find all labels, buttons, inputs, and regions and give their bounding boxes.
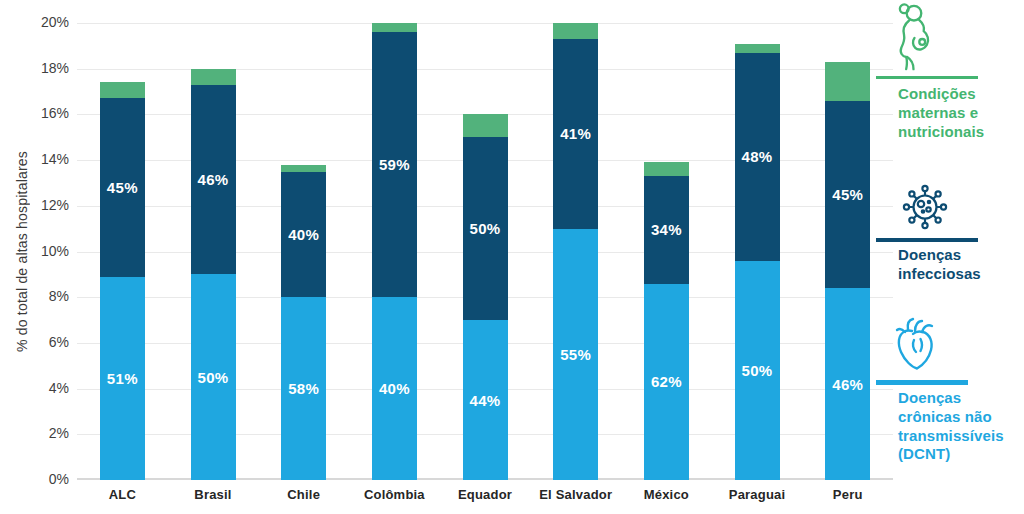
bar-segment: 59% — [372, 32, 417, 297]
y-tick-label: 0% — [7, 471, 69, 487]
y-tick-label: 10% — [7, 243, 69, 259]
bar-segment: 50% — [463, 137, 508, 320]
bar-segment — [644, 162, 689, 176]
bar-segment: 40% — [372, 297, 417, 480]
bar-column: 58%40%Chile — [258, 23, 349, 480]
stacked-bar-Equador: 44%50% — [463, 114, 508, 480]
bar-value-label: 51% — [100, 277, 145, 480]
bar-segment — [463, 114, 508, 137]
bar-segment: 41% — [553, 39, 598, 229]
bar-value-label: 46% — [825, 288, 870, 480]
x-axis-label: Peru — [790, 487, 905, 502]
bar-segment: 46% — [191, 85, 236, 275]
stacked-bar-Brasil: 50%46% — [191, 69, 236, 480]
bar-segment: 40% — [281, 172, 326, 298]
bar-value-label: 50% — [191, 274, 236, 480]
bar-segment — [281, 165, 326, 172]
bar-segment — [191, 69, 236, 85]
stacked-bar-El Salvador: 55%41% — [553, 23, 598, 480]
bar-column: 51%45%ALC — [77, 23, 168, 480]
plot-area: 0%2%4%6%8%10%12%14%16%18%20%51%45%ALC50%… — [77, 23, 893, 480]
bar-segment: 34% — [644, 176, 689, 283]
bar-segment: 50% — [191, 274, 236, 480]
bar-segment: 50% — [735, 261, 780, 480]
y-tick-label: 6% — [7, 334, 69, 350]
bar-column: 46%45%Peru — [802, 23, 893, 480]
bar-value-label: 50% — [463, 137, 508, 320]
legend-connector-maternas — [876, 76, 978, 79]
stacked-bar-Chile: 58%40% — [281, 165, 326, 480]
bar-value-label: 62% — [644, 284, 689, 481]
stacked-bar-Paraguai: 50%48% — [735, 44, 780, 480]
legend-connector-infecciosas — [876, 238, 978, 242]
bar-segment — [825, 62, 870, 101]
bar-segment: 45% — [825, 101, 870, 288]
legend-connector-dcnt — [876, 380, 968, 385]
bar-column: 50%48%Paraguai — [712, 23, 803, 480]
bar-segment — [100, 82, 145, 98]
bar-column: 50%46%Brasil — [168, 23, 259, 480]
bar-value-label: 58% — [281, 297, 326, 480]
y-tick-label: 20% — [7, 14, 69, 30]
bar-segment: 48% — [735, 53, 780, 261]
bar-segment: 55% — [553, 229, 598, 480]
y-tick-label: 2% — [7, 425, 69, 441]
bar-segment: 44% — [463, 320, 508, 480]
bars-container: 51%45%ALC50%46%Brasil58%40%Chile40%59%Co… — [77, 23, 893, 480]
heart-icon — [892, 316, 940, 376]
bar-segment: 45% — [100, 98, 145, 276]
chart-canvas: % do total de altas hospitalares 0%2%4%6… — [0, 0, 1024, 514]
bar-column: 44%50%Equador — [440, 23, 531, 480]
bar-value-label: 59% — [372, 32, 417, 297]
bar-column: 62%34%México — [621, 23, 712, 480]
bar-value-label: 44% — [463, 320, 508, 480]
stacked-bar-Colômbia: 40%59% — [372, 23, 417, 480]
bar-segment — [735, 44, 780, 53]
stacked-bar-Peru: 46%45% — [825, 62, 870, 480]
y-tick-label: 8% — [7, 288, 69, 304]
virus-icon — [899, 181, 951, 233]
y-tick-label: 4% — [7, 380, 69, 396]
bar-value-label: 46% — [191, 85, 236, 275]
bar-segment: 62% — [644, 284, 689, 481]
legend-label-maternas: Condições maternas e nutricionais — [898, 85, 1004, 141]
bar-segment: 58% — [281, 297, 326, 480]
y-tick-label: 14% — [7, 151, 69, 167]
bar-value-label: 45% — [100, 98, 145, 276]
bar-column: 40%59%Colômbia — [349, 23, 440, 480]
bar-segment: 51% — [100, 277, 145, 480]
bar-value-label: 40% — [372, 297, 417, 480]
bar-value-label: 48% — [735, 53, 780, 261]
pregnant-woman-icon — [891, 2, 935, 74]
stacked-bar-México: 62%34% — [644, 162, 689, 480]
bar-segment: 46% — [825, 288, 870, 480]
legend-label-infecciosas: Doenças infecciosas — [898, 246, 1004, 284]
bar-value-label: 45% — [825, 101, 870, 288]
bar-value-label: 40% — [281, 172, 326, 298]
bar-value-label: 41% — [553, 39, 598, 229]
legend-label-dcnt: Doenças crônicas não transmissíveis (DCN… — [898, 389, 1020, 464]
stacked-bar-ALC: 51%45% — [100, 82, 145, 480]
bar-value-label: 34% — [644, 176, 689, 283]
bar-column: 55%41%El Salvador — [530, 23, 621, 480]
y-tick-label: 12% — [7, 197, 69, 213]
bar-segment — [372, 23, 417, 32]
y-tick-label: 18% — [7, 60, 69, 76]
bar-value-label: 50% — [735, 261, 780, 480]
y-tick-label: 16% — [7, 105, 69, 121]
bar-segment — [553, 23, 598, 39]
bar-value-label: 55% — [553, 229, 598, 480]
